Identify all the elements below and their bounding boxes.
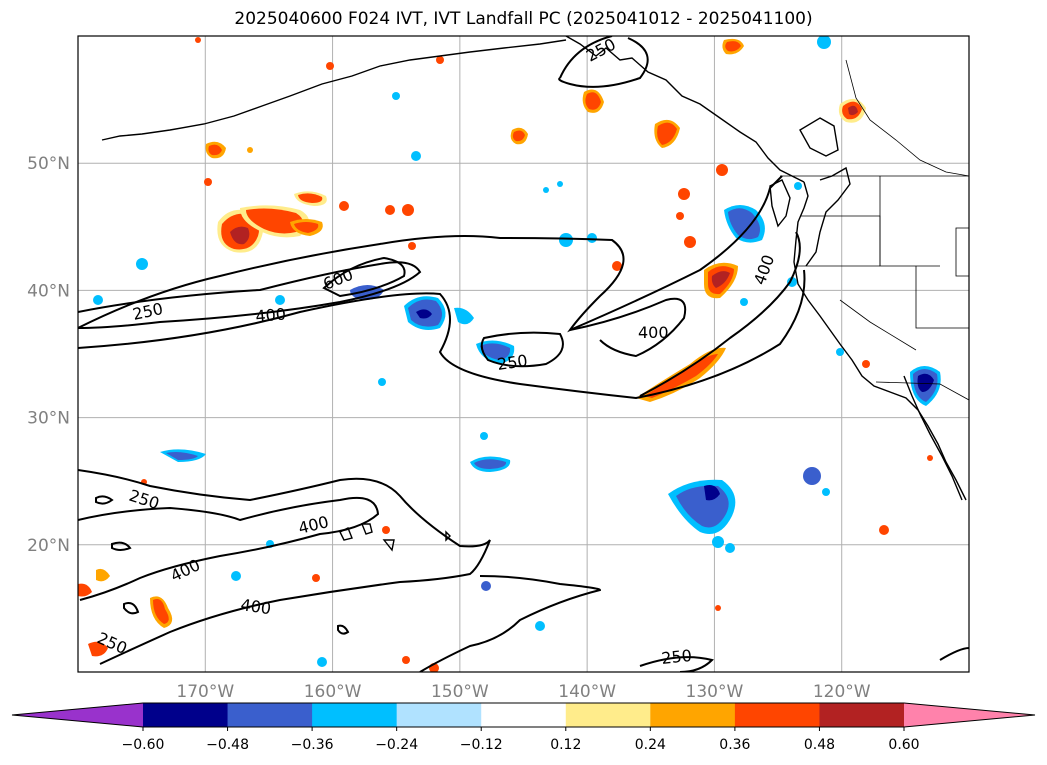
pos-blob-small bbox=[141, 37, 933, 672]
contour-label-4: 400 bbox=[638, 323, 669, 342]
colorbar-tick-labels: −0.60 −0.48 −0.36 −0.24 −0.12 0.12 0.24 0.36 0.4… bbox=[122, 727, 920, 753]
neg-blob-south-central bbox=[668, 479, 736, 534]
pos-blob-oregon bbox=[704, 262, 738, 299]
neg-blob-hawaii-east bbox=[470, 456, 511, 472]
colorbar-segment bbox=[734, 703, 820, 727]
pos-blob-north-pacific-3 bbox=[582, 89, 604, 113]
contour-label-13: 250 bbox=[660, 646, 692, 668]
neg-blob-west bbox=[160, 449, 206, 462]
colorbar-tick-label: −0.60 bbox=[122, 737, 165, 753]
contour-label-11: 400 bbox=[239, 595, 272, 618]
lat-tick-label: 30°N bbox=[27, 409, 70, 429]
map-frame bbox=[77, 35, 970, 673]
colorbar-extend-high bbox=[904, 703, 1035, 727]
gridlines bbox=[78, 36, 969, 672]
political-boundaries bbox=[780, 59, 969, 401]
pos-blob-north-pacific-2 bbox=[510, 127, 528, 145]
colorbar-tick-label: −0.12 bbox=[460, 737, 503, 753]
lon-tick-label: 170°W bbox=[176, 682, 234, 702]
lon-tick-label: 150°W bbox=[431, 682, 489, 702]
colorbar-tick-label: 0.36 bbox=[719, 737, 750, 753]
pos-blob-gulf-4 bbox=[290, 219, 323, 236]
longitude-labels: 170°W 160°W 150°W 140°W 130°W 120°W bbox=[176, 682, 870, 702]
neg-blob-socal bbox=[910, 366, 941, 406]
colorbar-segment bbox=[312, 703, 398, 727]
colorbar-segment bbox=[650, 703, 736, 727]
colorbar-tick-label: −0.36 bbox=[291, 737, 334, 753]
colorbar-segment bbox=[396, 703, 482, 727]
colorbar-tick-label: −0.24 bbox=[375, 737, 418, 753]
ivt-contours bbox=[78, 36, 969, 672]
lon-tick-label: 120°W bbox=[813, 682, 871, 702]
colorbar-tick-label: 0.48 bbox=[804, 737, 835, 753]
colorbar-segment bbox=[143, 703, 229, 727]
colorbar-extend-low bbox=[12, 703, 143, 727]
pos-blob-west-pacific bbox=[78, 568, 173, 657]
pos-blob-gulf-2 bbox=[240, 205, 309, 238]
colorbar-tick-label: 0.24 bbox=[635, 737, 666, 753]
latitude-labels: 50°N 40°N 30°N 20°N bbox=[27, 154, 70, 556]
pos-blob-gulf-3 bbox=[294, 191, 327, 206]
contour-label-2: 400 bbox=[255, 304, 287, 326]
neg-blob-small bbox=[93, 36, 844, 667]
colorbar-segment bbox=[227, 703, 313, 727]
pos-blob-north-pacific-1 bbox=[205, 141, 226, 159]
lat-tick-label: 40°N bbox=[27, 281, 70, 301]
pos-blob-north-pacific-4 bbox=[654, 119, 680, 148]
colorbar-tick-label: 0.60 bbox=[888, 737, 919, 753]
colorbar-segment bbox=[819, 703, 905, 727]
lat-tick-label: 50°N bbox=[27, 154, 70, 174]
colorbar-tick-label: 0.12 bbox=[550, 737, 581, 753]
lon-tick-label: 160°W bbox=[304, 682, 362, 702]
pos-blob-alaska bbox=[838, 98, 866, 123]
neg-blob-oregon-coast bbox=[724, 205, 765, 243]
lat-tick-label: 20°N bbox=[27, 536, 70, 556]
colorbar-tick-label: −0.48 bbox=[206, 737, 249, 753]
lon-tick-label: 140°W bbox=[558, 682, 616, 702]
coastlines bbox=[101, 36, 967, 552]
colorbar bbox=[11, 702, 1036, 728]
negative-anomaly-areas bbox=[93, 36, 941, 667]
contour-label-5: 250 bbox=[496, 351, 529, 374]
pos-blob-canada bbox=[722, 38, 744, 55]
lon-tick-label: 130°W bbox=[686, 682, 744, 702]
pos-blob-subtropical-band bbox=[636, 347, 726, 402]
colorbar-segment bbox=[565, 703, 651, 727]
map-title: 2025040600 F024 IVT, IVT Landfall PC (20… bbox=[234, 9, 813, 29]
colorbar-segment bbox=[481, 703, 567, 727]
neg-blob-mid-pacific-1 bbox=[404, 296, 446, 330]
positive-anomaly-areas bbox=[78, 37, 933, 672]
